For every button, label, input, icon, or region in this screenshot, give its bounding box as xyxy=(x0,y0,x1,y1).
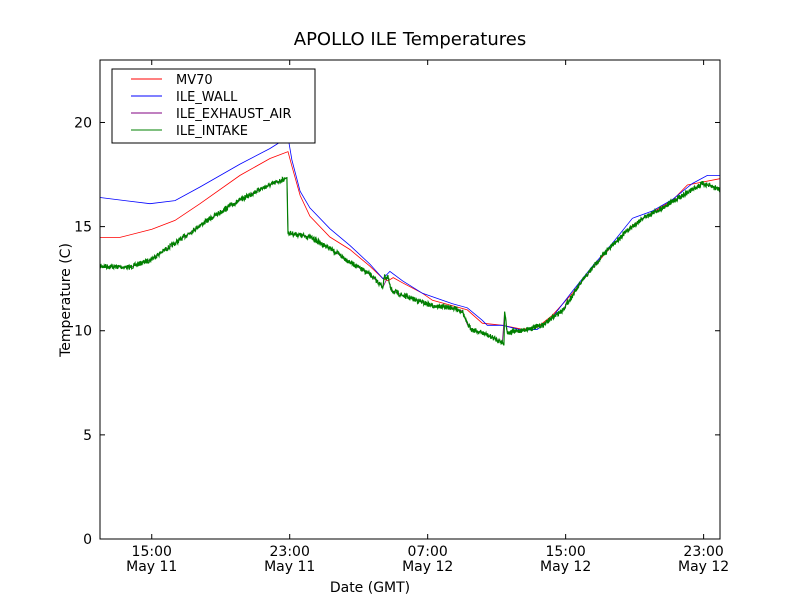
legend-label: ILE_EXHAUST_AIR xyxy=(176,107,292,122)
y-tick-label: 20 xyxy=(74,115,92,131)
x-tick-label-date: May 11 xyxy=(264,559,315,575)
x-tick-label-time: 23:00 xyxy=(683,544,723,560)
x-tick-label-time: 15:00 xyxy=(132,544,172,560)
plot-frame xyxy=(99,59,721,540)
legend-label: ILE_WALL xyxy=(176,90,238,105)
x-tick-label-time: 07:00 xyxy=(407,544,447,560)
y-tick-label: 15 xyxy=(74,220,92,236)
legend-box xyxy=(111,68,316,144)
x-axis-label: Date (GMT) xyxy=(330,580,410,596)
y-axis-label: Temperature (C) xyxy=(58,243,74,358)
x-tick-label-time: 15:00 xyxy=(545,544,585,560)
x-tick-label-date: May 12 xyxy=(678,559,729,575)
series-line-ile-intake xyxy=(100,176,720,346)
legend-label: MV70 xyxy=(176,73,213,88)
x-tick-label-date: May 12 xyxy=(402,559,453,575)
y-tick-label: 10 xyxy=(74,324,92,340)
chart-title: APOLLO ILE Temperatures xyxy=(294,29,526,50)
x-tick-label-time: 23:00 xyxy=(270,544,310,560)
y-tick-label: 0 xyxy=(83,532,92,548)
x-tick-label-date: May 11 xyxy=(126,559,177,575)
y-tick-label: 5 xyxy=(83,428,92,444)
x-tick-label-date: May 12 xyxy=(540,559,591,575)
legend-label: ILE_INTAKE xyxy=(176,124,248,139)
legend: MV70 ILE_WALL ILE_EXHAUST_AIR ILE_INTAKE xyxy=(111,68,316,144)
